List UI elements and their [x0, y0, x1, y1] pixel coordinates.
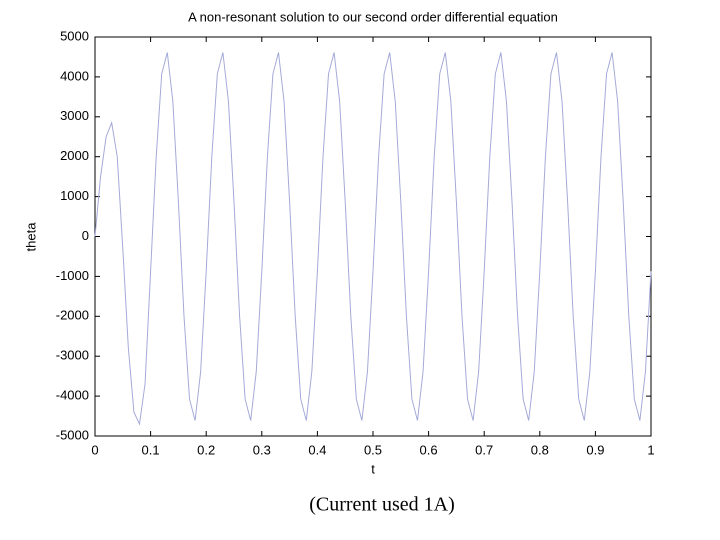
y-tick-label: 3000 [60, 108, 89, 123]
y-tick-label: 5000 [60, 28, 89, 43]
y-axis-label: theta [23, 222, 38, 252]
x-tick-label: 0.9 [586, 442, 604, 457]
x-tick-label: 0.8 [531, 442, 549, 457]
data-line [94, 52, 652, 426]
x-tick-label: 0.3 [253, 442, 271, 457]
x-tick-label: 0.2 [197, 442, 215, 457]
x-tick-label: 0.5 [364, 442, 382, 457]
x-tick-label: 1 [647, 442, 654, 457]
x-tick-label: 0.6 [420, 442, 438, 457]
y-tick-label: 2000 [60, 148, 89, 163]
y-tick-label: -1000 [56, 268, 89, 283]
y-tick-label: -3000 [56, 348, 89, 363]
x-tick-label: 0.7 [475, 442, 493, 457]
y-tick-label: 0 [82, 228, 89, 243]
chart-title: A non-resonant solution to our second or… [188, 9, 558, 24]
x-tick-label: 0.1 [142, 442, 160, 457]
plot-frame [94, 36, 652, 437]
x-tick-label: 0 [91, 442, 98, 457]
caption: (Current used 1A) [309, 494, 455, 516]
x-tick-label: 0.4 [308, 442, 326, 457]
y-tick-label: -5000 [56, 427, 89, 442]
y-tick-label: 4000 [60, 68, 89, 83]
y-tick-label: -2000 [56, 308, 89, 323]
x-axis-label: t [371, 461, 375, 476]
y-tick-label: -4000 [56, 388, 89, 403]
y-tick-label: 1000 [60, 188, 89, 203]
